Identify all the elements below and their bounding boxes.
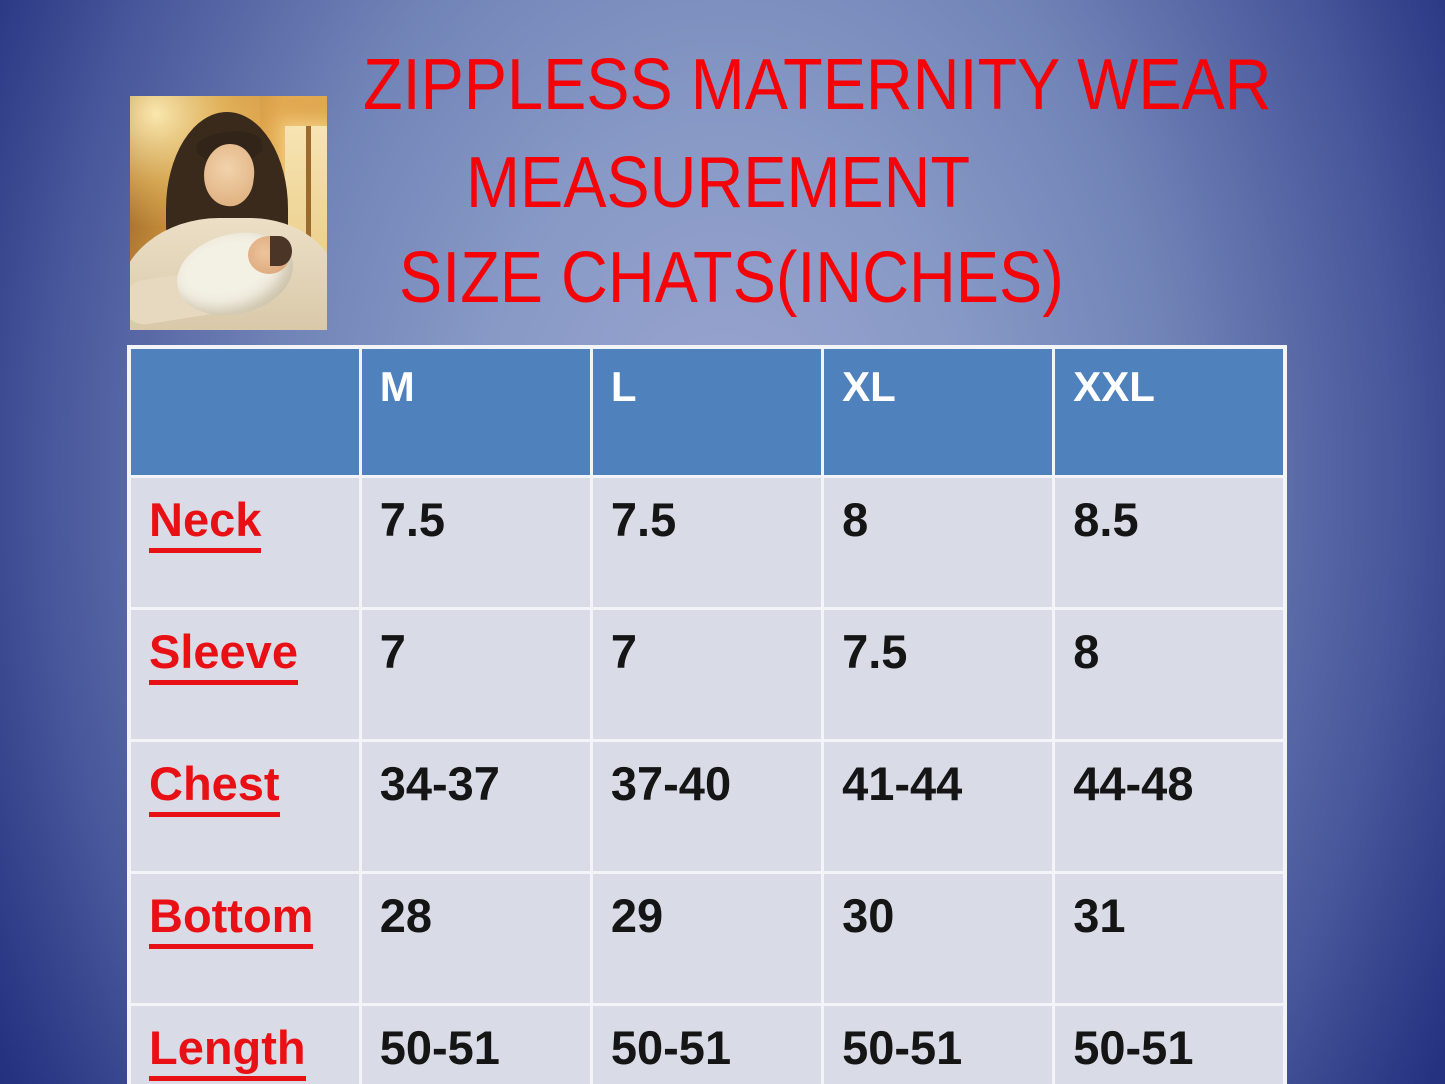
table-cell: 50-51 [821, 1003, 1056, 1084]
table-cell: 29 [589, 871, 825, 1006]
row-label-chest: Chest [149, 759, 280, 818]
table-cell: 7 [589, 607, 825, 742]
table-cell: 50-51 [589, 1003, 825, 1084]
product-photo [130, 96, 327, 330]
table-cell: 28 [358, 871, 593, 1006]
table-row-neck: Neck 7.5 7.5 8 8.5 [127, 475, 1287, 610]
table-cell: 7.5 [358, 475, 593, 610]
table-cell: 8.5 [1052, 475, 1287, 610]
table-cell: 50-51 [358, 1003, 593, 1084]
table-cell: 50-51 [1052, 1003, 1287, 1084]
table-cell: 44-48 [1052, 739, 1287, 874]
title-line-3: SIZE CHATS(INCHES) [399, 238, 1064, 318]
table-cell: 37-40 [589, 739, 825, 874]
header-cell-m: M [358, 345, 593, 478]
table-cell: 7.5 [589, 475, 825, 610]
table-cell: 34-37 [358, 739, 593, 874]
window-frame [306, 126, 311, 256]
row-label-cell: Bottom [127, 871, 362, 1006]
table-row-bottom: Bottom 28 29 30 31 [127, 871, 1287, 1006]
row-label-length: Length [149, 1023, 306, 1082]
row-label-cell: Length [127, 1003, 362, 1084]
table-cell: 41-44 [821, 739, 1056, 874]
baby-hair [270, 236, 292, 266]
header-cell-xl: XL [821, 345, 1056, 478]
table-cell: 7.5 [821, 607, 1056, 742]
table-cell: 31 [1052, 871, 1287, 1006]
table-row-sleeve: Sleeve 7 7 7.5 8 [127, 607, 1287, 742]
header-cell-empty [127, 345, 362, 478]
row-label-bottom: Bottom [149, 891, 314, 950]
row-label-neck: Neck [149, 495, 262, 554]
table-cell: 8 [821, 475, 1056, 610]
table-cell: 8 [1052, 607, 1287, 742]
title-line-2: MEASUREMENT [466, 143, 971, 223]
table-row-length: Length 50-51 50-51 50-51 50-51 [127, 1003, 1287, 1084]
table-cell: 7 [358, 607, 593, 742]
row-label-sleeve: Sleeve [149, 627, 298, 686]
title-line-1: ZIPPLESS MATERNITY WEAR [363, 45, 1272, 125]
row-label-cell: Neck [127, 475, 362, 610]
header-cell-l: L [589, 345, 825, 478]
row-label-cell: Sleeve [127, 607, 362, 742]
table-row-chest: Chest 34-37 37-40 41-44 44-48 [127, 739, 1287, 874]
table-cell: 30 [821, 871, 1056, 1006]
header-row: M L XL XXL [127, 345, 1287, 478]
size-chart-table: M L XL XXL Neck 7.5 7.5 8 8.5 Sleeve 7 7… [127, 345, 1287, 1084]
header-cell-xxl: XXL [1052, 345, 1287, 478]
row-label-cell: Chest [127, 739, 362, 874]
